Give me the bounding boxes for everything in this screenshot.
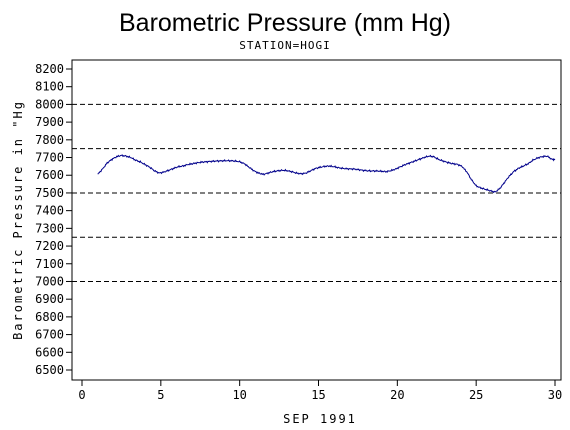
y-tick-label-6700: 6700 [35,328,64,342]
x-tick-label-20: 20 [390,388,404,402]
y-tick-label-7300: 7300 [35,221,64,235]
y-tick-label-7100: 7100 [35,257,64,271]
y-tick-label-6800: 6800 [35,310,64,324]
series-group [97,154,556,194]
y-tick-label-8100: 8100 [35,80,64,94]
y-tick-label-7900: 7900 [35,115,64,129]
x-tick-label-10: 10 [232,388,246,402]
y-tick-label-7500: 7500 [35,186,64,200]
y-tick-label-8000: 8000 [35,97,64,111]
y-tick-label-7400: 7400 [35,204,64,218]
chart-subtitle: STATION=HOGI [239,39,330,52]
y-tick-label-7800: 7800 [35,133,64,147]
y-tick-label-7600: 7600 [35,168,64,182]
y-tick-label-7200: 7200 [35,239,64,253]
y-tick-label-6500: 6500 [35,363,64,377]
y-tick-label-6900: 6900 [35,292,64,306]
reference-lines [72,103,561,282]
x-tick-label-5: 5 [157,388,164,402]
x-tick-label-0: 0 [78,388,85,402]
x-axis-title: SEP 1991 [283,412,357,426]
pressure-series-line [97,154,556,194]
y-tick-label-7000: 7000 [35,274,64,288]
plot-frame [71,59,562,381]
y-axis: 6500 6600 6700 6800 6900 7000 7100 7200 7300 7400… [35,62,72,377]
y-tick-label-8200: 8200 [35,62,64,76]
y-axis-title: Barometric Pressure in "Hg [11,100,25,340]
y-tick-label-6600: 6600 [35,345,64,359]
chart-title: Barometric Pressure (mm Hg) [119,9,451,37]
x-tick-label-30: 30 [548,388,562,402]
x-tick-label-15: 15 [311,388,325,402]
x-tick-label-25: 25 [469,388,483,402]
y-tick-label-7700: 7700 [35,151,64,165]
x-axis: 0 5 10 15 20 25 30 [78,380,562,402]
